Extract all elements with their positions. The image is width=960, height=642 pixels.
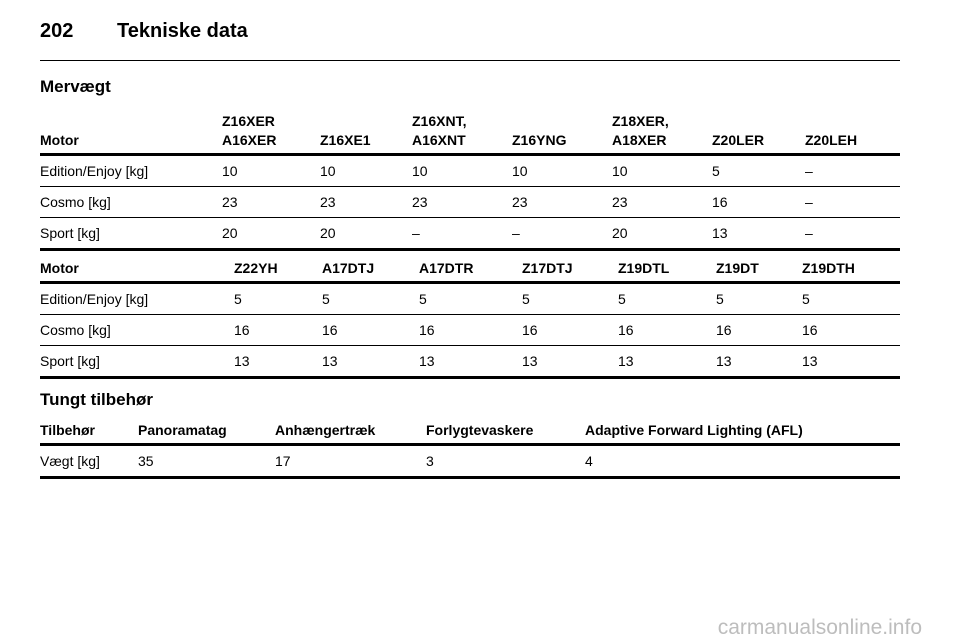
header-divider <box>40 60 900 61</box>
table-cell: 5 <box>522 282 618 315</box>
row-label: Cosmo [kg] <box>40 314 234 346</box>
page-number: 202 <box>40 20 74 42</box>
column-header: Z17DTJ <box>522 250 618 284</box>
section-title-tungt-tilbehoer: Tungt tilbehør <box>40 390 153 409</box>
table-cell: 5 <box>419 282 522 315</box>
table-cell: 13 <box>419 345 522 379</box>
table-cell: 23 <box>512 186 612 218</box>
table-cell: – <box>805 217 900 251</box>
column-header: Z19DTL <box>618 250 716 284</box>
table-cell: 5 <box>234 282 322 315</box>
table-cell: – <box>512 217 612 251</box>
row-label: Vægt [kg] <box>40 444 138 479</box>
table-row: Cosmo [kg] 16 16 16 16 16 16 16 <box>40 314 900 346</box>
table-cell: 17 <box>275 444 426 479</box>
column-header: Motor <box>40 100 222 156</box>
weight-table-2: Motor Z22YH A17DTJ A17DTR Z17DTJ Z19DTL Z19DT Z… <box>40 250 900 379</box>
table-cell: 35 <box>138 444 275 479</box>
page-title: Tekniske data <box>117 20 248 42</box>
row-label: Cosmo [kg] <box>40 186 222 218</box>
table-header-row: Motor Z22YH A17DTJ A17DTR Z17DTJ Z19DTL Z19DT Z… <box>40 250 900 284</box>
table-cell: 20 <box>320 217 412 251</box>
table-cell: 23 <box>222 186 320 218</box>
column-header: A17DTR <box>419 250 522 284</box>
table-cell: 16 <box>419 314 522 346</box>
table-cell: 13 <box>618 345 716 379</box>
table-cell: 16 <box>522 314 618 346</box>
column-header: Panoramatag <box>138 412 275 446</box>
table-cell: 13 <box>522 345 618 379</box>
table-cell: 16 <box>618 314 716 346</box>
table-cell: 16 <box>716 314 802 346</box>
column-header: Z18XER, A18XER <box>612 100 712 156</box>
table-cell: 13 <box>716 345 802 379</box>
table-cell: 10 <box>320 154 412 187</box>
accessory-weight-table: Tilbehør Panoramatag Anhængertræk Forlygtev… <box>40 412 900 479</box>
column-header: Z16XER A16XER <box>222 100 320 156</box>
column-header: A17DTJ <box>322 250 419 284</box>
column-header: Z20LEH <box>805 100 900 156</box>
table-cell: 13 <box>712 217 805 251</box>
column-header: Motor <box>40 250 234 284</box>
table-cell: 13 <box>234 345 322 379</box>
weight-table-1: Motor Z16XER A16XER Z16XE1 Z16XNT, A16XNT Z16Y… <box>40 100 900 251</box>
table-row: Sport [kg] 13 13 13 13 13 13 13 <box>40 345 900 379</box>
table-header-row: Motor Z16XER A16XER Z16XE1 Z16XNT, A16XNT Z16Y… <box>40 100 900 156</box>
table-row: Edition/Enjoy [kg] 5 5 5 5 5 5 5 <box>40 282 900 315</box>
table-row: Sport [kg] 20 20– –20 13– <box>40 217 900 251</box>
table-cell: 10 <box>412 154 512 187</box>
column-header: Z16XE1 <box>320 100 412 156</box>
column-header: Z19DTH <box>802 250 900 284</box>
table-cell: 13 <box>322 345 419 379</box>
table-cell: 13 <box>802 345 900 379</box>
table-cell: 23 <box>320 186 412 218</box>
table-cell: 16 <box>802 314 900 346</box>
table-cell: – <box>805 154 900 187</box>
table-row: Cosmo [kg] 23 23 23 23 23 16– <box>40 186 900 218</box>
row-label: Sport [kg] <box>40 217 222 251</box>
table-cell: 16 <box>322 314 419 346</box>
row-label: Sport [kg] <box>40 345 234 379</box>
table-row: Edition/Enjoy [kg] 10 10 10 10 10 5– <box>40 154 900 187</box>
table-cell: 16 <box>234 314 322 346</box>
table-cell: 20 <box>612 217 712 251</box>
table-cell: 20 <box>222 217 320 251</box>
table-cell: 10 <box>612 154 712 187</box>
column-header: Z22YH <box>234 250 322 284</box>
column-header: Tilbehør <box>40 412 138 446</box>
table-cell: 5 <box>618 282 716 315</box>
section-title-mervaegt: Mervægt <box>40 77 111 96</box>
column-header: Forlygtevaskere <box>426 412 585 446</box>
column-header: Z16YNG <box>512 100 612 156</box>
table-cell: – <box>805 186 900 218</box>
table-header-row: Tilbehør Panoramatag Anhængertræk Forlygtev… <box>40 412 900 446</box>
table-cell: 5 <box>716 282 802 315</box>
table-cell: 10 <box>512 154 612 187</box>
table-cell: 23 <box>412 186 512 218</box>
table-cell: 10 <box>222 154 320 187</box>
column-header: Adaptive Forward Lighting (AFL) <box>585 412 900 446</box>
table-cell: 16 <box>712 186 805 218</box>
table-cell: 5 <box>712 154 805 187</box>
table-cell: – <box>412 217 512 251</box>
table-cell: 23 <box>612 186 712 218</box>
column-header: Z19DT <box>716 250 802 284</box>
row-label: Edition/Enjoy [kg] <box>40 154 222 187</box>
table-cell: 4 <box>585 444 900 479</box>
column-header: Z20LER <box>712 100 805 156</box>
table-cell: 5 <box>802 282 900 315</box>
column-header: Z16XNT, A16XNT <box>412 100 512 156</box>
row-label: Edition/Enjoy [kg] <box>40 282 234 315</box>
column-header: Anhængertræk <box>275 412 426 446</box>
table-cell: 5 <box>322 282 419 315</box>
watermark: carmanualsonline.info <box>717 616 922 639</box>
table-cell: 3 <box>426 444 585 479</box>
table-row: Vægt [kg] 35 17 3 4 <box>40 444 900 479</box>
